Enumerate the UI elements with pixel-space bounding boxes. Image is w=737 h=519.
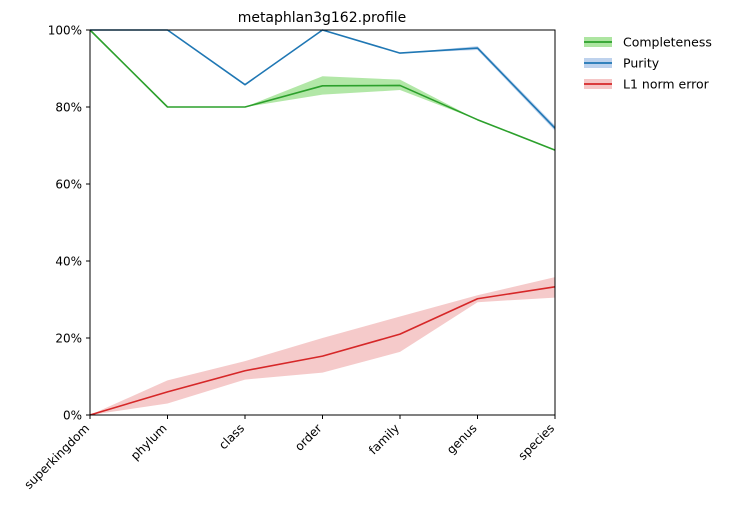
legend-label-l1-norm-error: L1 norm error <box>623 77 710 92</box>
x-axis: superkingdom phylum class order family genus s… <box>21 415 557 492</box>
x-tick-label: superkingdom <box>21 421 92 492</box>
confidence-bands <box>90 30 555 415</box>
x-tick-label: species <box>516 421 558 463</box>
x-tick-label: genus <box>444 421 480 457</box>
y-tick-label: 60% <box>55 178 82 192</box>
y-axis: 0% 20% 40% 60% 80% 100% <box>48 24 90 423</box>
line-completeness <box>89 29 556 151</box>
x-tick-label: phylum <box>128 421 170 463</box>
y-tick-label: 0% <box>63 409 82 423</box>
band-completeness <box>90 30 555 151</box>
legend-label-purity: Purity <box>623 56 660 71</box>
x-tick-label: class <box>216 421 247 452</box>
y-tick-label: 80% <box>55 101 82 115</box>
y-tick-label: 40% <box>55 255 82 269</box>
legend: Completeness Purity L1 norm error <box>584 35 712 92</box>
x-tick-label: family <box>366 421 402 457</box>
chart-title: metaphlan3g162.profile <box>238 10 407 26</box>
legend-label-completeness: Completeness <box>623 35 712 50</box>
y-tick-label: 100% <box>48 24 82 38</box>
line-l1-norm-error <box>89 285 556 416</box>
y-tick-label: 20% <box>55 332 82 346</box>
x-tick-label: order <box>292 421 325 454</box>
